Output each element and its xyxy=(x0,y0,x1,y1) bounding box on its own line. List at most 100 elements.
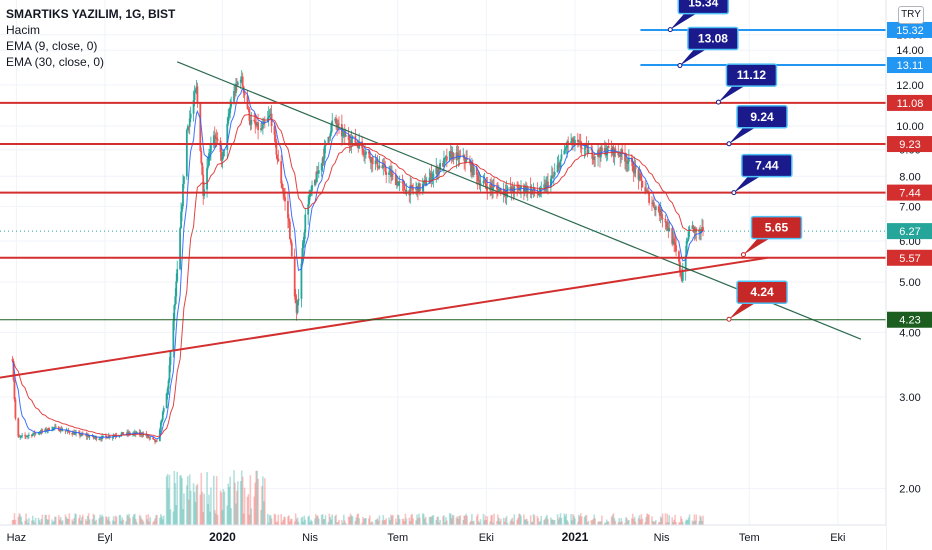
candle-body xyxy=(153,439,155,440)
volume-bar xyxy=(369,522,372,525)
candle-body xyxy=(233,91,235,102)
candle-body xyxy=(322,157,325,159)
candle-body xyxy=(564,148,567,151)
candle-body xyxy=(113,435,116,437)
volume-bar xyxy=(119,515,122,525)
currency-button[interactable]: TRY xyxy=(898,6,924,24)
volume-bar xyxy=(127,515,129,525)
volume-bar xyxy=(439,519,441,525)
candle-body xyxy=(235,83,237,94)
candle-body xyxy=(338,123,340,125)
candle-body xyxy=(546,181,548,184)
candle-body xyxy=(659,209,662,216)
candle-body xyxy=(660,209,663,219)
volume-bar xyxy=(556,514,559,525)
volume-bar xyxy=(213,510,216,525)
candle-body xyxy=(300,263,303,299)
candle-body xyxy=(639,173,642,176)
candle-body xyxy=(368,153,371,159)
candle-body xyxy=(342,131,345,134)
candle-body xyxy=(431,177,434,181)
volume-bar xyxy=(547,519,549,525)
volume-bar xyxy=(327,522,330,525)
candle-body xyxy=(189,113,192,119)
candle-body xyxy=(556,164,559,173)
price-callout: 4.24 xyxy=(726,280,788,322)
volume-bar xyxy=(234,482,236,525)
candle-body xyxy=(172,320,175,351)
volume-bar xyxy=(540,516,543,525)
candle-body xyxy=(147,435,150,438)
candle-body xyxy=(152,437,155,440)
volume-bar xyxy=(578,516,581,525)
candle-body xyxy=(456,152,459,154)
candle-body xyxy=(570,141,572,143)
callout-pointer xyxy=(718,86,745,103)
volume-bar xyxy=(48,514,50,525)
volume-bar xyxy=(374,519,377,525)
candle-body xyxy=(320,163,323,171)
volume-bar xyxy=(102,516,104,525)
candle-body xyxy=(95,436,98,440)
volume-bar xyxy=(510,519,513,525)
volume-bar xyxy=(60,521,63,525)
candle-body xyxy=(267,116,270,118)
volume-bar xyxy=(577,522,579,525)
candle-body xyxy=(148,437,151,439)
volume-bar xyxy=(324,515,327,525)
volume-bar xyxy=(264,478,266,525)
volume-bar xyxy=(520,515,522,525)
volume-bar xyxy=(53,520,55,525)
volume-bar xyxy=(113,521,116,525)
candle-body xyxy=(61,430,64,432)
candle-body xyxy=(295,303,298,313)
volume-bar xyxy=(452,515,455,525)
volume-bar xyxy=(329,516,332,525)
candle-body xyxy=(174,296,177,306)
candle-body xyxy=(701,226,703,230)
volume-bar xyxy=(664,513,667,525)
volume-bar xyxy=(93,515,96,525)
volume-bar xyxy=(289,521,291,525)
volume-bar xyxy=(46,519,48,525)
volume-bar xyxy=(114,515,117,525)
volume-bar xyxy=(343,520,346,525)
volume-bar xyxy=(192,483,195,525)
candle-body xyxy=(661,218,664,219)
volume-bar xyxy=(560,517,563,525)
candle-body xyxy=(362,148,364,153)
volume-bar xyxy=(210,487,212,525)
volume-bar xyxy=(74,513,76,525)
time-axis-bg xyxy=(0,525,886,550)
candle-body xyxy=(436,167,439,175)
candle-body xyxy=(212,135,215,146)
price-badge-label: 5.57 xyxy=(899,253,920,265)
candle-body xyxy=(357,143,360,149)
volume-bar xyxy=(563,513,566,525)
candle-body xyxy=(206,167,208,190)
volume-bar xyxy=(316,516,318,525)
volume-bar xyxy=(499,518,502,525)
volume-bar xyxy=(391,515,393,525)
volume-bar xyxy=(54,516,56,525)
volume-bar xyxy=(323,519,326,525)
volume-bar xyxy=(94,521,97,525)
volume-bar xyxy=(445,517,447,525)
callout-anchor xyxy=(731,190,737,196)
volume-bar xyxy=(304,519,307,525)
volume-bar xyxy=(628,520,630,525)
candle-body xyxy=(159,422,162,430)
candle-body xyxy=(577,140,580,142)
volume-bar xyxy=(613,518,616,525)
legend-volume: Hacim xyxy=(6,23,41,37)
volume-bar xyxy=(128,513,130,525)
callout-anchor xyxy=(726,316,732,322)
volume-bar xyxy=(168,474,171,525)
candle-body xyxy=(509,187,512,191)
volume-bar xyxy=(472,521,474,525)
candle-body xyxy=(293,256,296,297)
volume-bar xyxy=(499,521,501,525)
candle-body xyxy=(181,206,183,212)
candle-body xyxy=(24,435,26,437)
